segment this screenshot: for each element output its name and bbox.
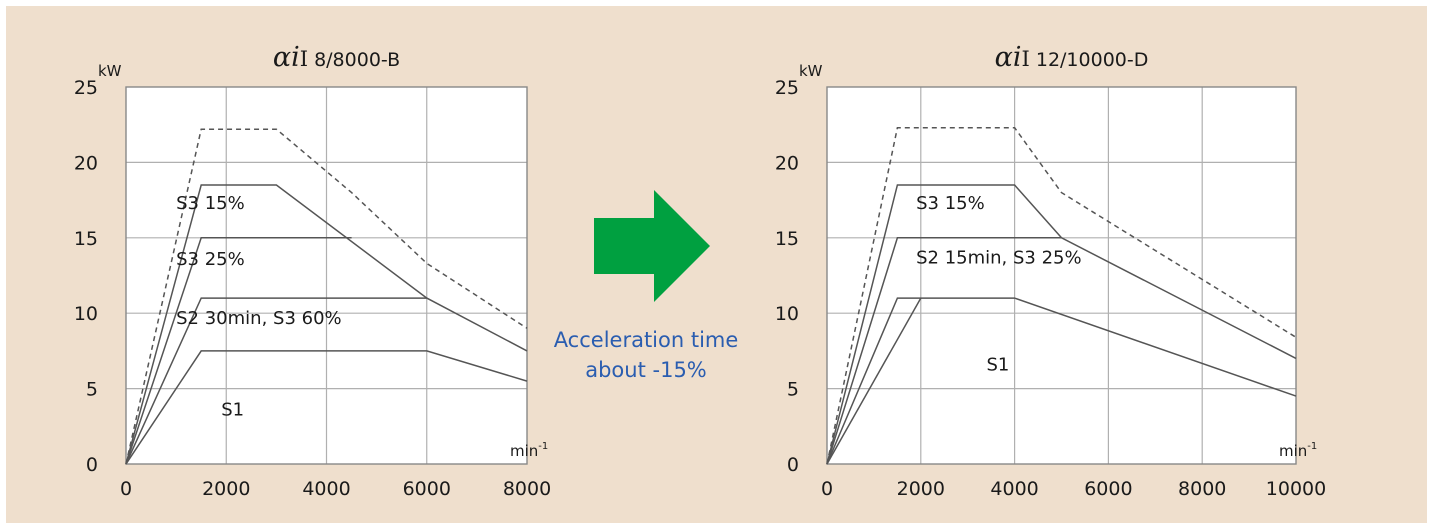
figure-background	[6, 6, 1427, 523]
